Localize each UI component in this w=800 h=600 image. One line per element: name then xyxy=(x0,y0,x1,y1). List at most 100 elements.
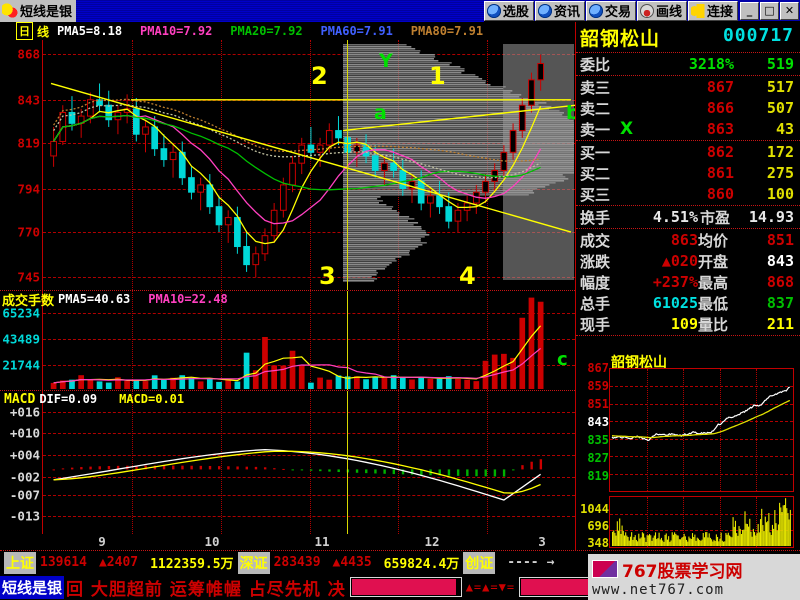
divider xyxy=(576,205,800,206)
macd-panel-header: MACD DIF=0.09 MACD=0.01 xyxy=(0,391,575,407)
sell-level-2-price: 866 xyxy=(706,99,734,117)
toolbar-buttons: 选股 资讯 交易 画线 连接 _ □ ✕ xyxy=(483,0,800,22)
volume-gridline-v xyxy=(487,291,488,390)
order-ratio-label: 委比 xyxy=(580,55,611,74)
index-name-szse[interactable]: 深证 xyxy=(237,551,270,574)
index-name-chinext[interactable]: 创证 xyxy=(463,551,496,574)
price-gridline xyxy=(43,277,575,279)
sell-level-2-row: 卖二 866 507 xyxy=(576,98,800,118)
price-chart-panel[interactable]: 868 843 819 794 770 745 1 2 3 4 Ya b xyxy=(0,40,575,290)
stat-row-volume: 总手 61025 最低 837 xyxy=(576,293,800,313)
volume-y-label: 21744 xyxy=(2,357,40,373)
toolbar-button-trade[interactable]: 交易 xyxy=(585,0,636,21)
volume-pma5: PMA5=40.63 xyxy=(58,292,131,306)
volume-y-label: 65234 xyxy=(2,305,40,321)
intraday-vol-gridline-v xyxy=(683,497,685,547)
chart-vector-layer xyxy=(50,297,544,389)
gauge-left xyxy=(349,577,462,597)
price-y-label: 770 xyxy=(17,224,40,240)
x-axis-label: 10 xyxy=(204,534,220,549)
order-ratio-value: 3218% xyxy=(688,55,734,73)
volume-panel-header: 成交手数 PMA5=40.63 PMA10=22.48 xyxy=(0,291,575,309)
globe-icon xyxy=(537,3,552,18)
x-axis-label: 9 xyxy=(98,534,106,549)
intraday-vol-gridline-v xyxy=(719,497,721,547)
volume-y-axis: 65234 43489 21744 xyxy=(0,291,42,390)
stat-label-tick: 现手 xyxy=(580,315,611,334)
index-name-sse[interactable]: 上证 xyxy=(4,551,36,574)
key-icon xyxy=(690,3,705,18)
watermark-title-row: 767股票学习网 xyxy=(592,557,800,582)
macd-value: MACD=0.01 xyxy=(119,392,185,406)
title-bar: 短线是银 选股 资讯 交易 画线 连接 _ xyxy=(0,0,800,22)
sell-level-3-row: 卖三 867 517 xyxy=(576,77,800,97)
x-axis-label: 3 xyxy=(538,534,546,549)
period-selector[interactable]: 日 xyxy=(16,22,33,40)
volume-plot-area[interactable]: c xyxy=(42,291,575,390)
macd-gridline-v xyxy=(398,391,399,534)
toolbar-button-label: 资讯 xyxy=(553,5,580,20)
scroll-arrow-icon[interactable]: → xyxy=(546,555,555,570)
intraday-gridline-v xyxy=(683,369,685,491)
face-icon xyxy=(639,3,654,18)
macd-y-label: -007 xyxy=(9,487,40,503)
order-ratio-qty: 519 xyxy=(766,55,794,73)
index-amount-sse: 1122359.5万 xyxy=(150,557,234,572)
chart-type-label[interactable]: 线 xyxy=(37,24,50,39)
macd-chart-panel[interactable]: MACD DIF=0.09 MACD=0.01 +016 +010 +004 -002… xyxy=(0,390,575,534)
intraday-gridline xyxy=(610,438,793,440)
maximize-button[interactable]: □ xyxy=(760,1,779,20)
stat-row-pct: 幅度 +237% 最高 868 xyxy=(576,272,800,292)
intraday-gridline-v xyxy=(719,369,721,491)
macd-gridline xyxy=(43,476,575,478)
toolbar-button-label: 画线 xyxy=(655,5,682,20)
macd-y-label: +016 xyxy=(9,404,40,420)
macd-gridline-v xyxy=(310,391,311,534)
sell-level-2-qty: 507 xyxy=(766,99,794,117)
pma20-value: PMA20=7.92 xyxy=(230,24,303,38)
price-gridline xyxy=(43,232,575,234)
intraday-volume-plot[interactable] xyxy=(609,496,794,548)
index-amount-szse: 659824.4万 xyxy=(383,557,460,572)
volume-chart-panel[interactable]: 成交手数 PMA5=40.63 PMA10=22.48 65234 43489 21… xyxy=(0,290,575,390)
divider xyxy=(576,335,800,336)
chart-annotation-b: b xyxy=(566,102,575,124)
intraday-vol-gridline-v xyxy=(756,497,758,547)
arrows-left: ▲=▲=▼= xyxy=(465,580,516,594)
macd-plot-area[interactable] xyxy=(42,391,575,534)
buy-level-3-label: 买三 xyxy=(580,185,611,204)
price-gridline-v xyxy=(310,40,311,290)
stat-label-open: 开盘 xyxy=(698,252,729,271)
toolbar-button-connect[interactable]: 连接 xyxy=(687,0,738,21)
intraday-vol-gridline xyxy=(610,530,793,532)
buy-level-2-label: 买二 xyxy=(580,164,611,183)
buy-level-3-row: 买三 860 100 xyxy=(576,184,800,204)
intraday-price-plot[interactable] xyxy=(609,368,794,492)
x-axis-label: 12 xyxy=(424,534,440,549)
stat-row-price: 成交 863 均价 851 xyxy=(576,230,800,250)
stock-code: 000717 xyxy=(722,25,794,46)
crosshair-vertical-macd xyxy=(347,391,348,534)
stat-value-volume: 61025 xyxy=(652,294,698,312)
app-title-group: 短线是银 xyxy=(0,0,77,22)
intraday-price-label: 867 xyxy=(587,361,609,375)
sell-level-1-row: 卖一 X 863 43 xyxy=(576,119,800,139)
macd-gridline xyxy=(43,455,575,456)
close-button[interactable]: ✕ xyxy=(780,1,799,20)
intraday-gridline xyxy=(610,386,793,388)
toolbar-button-draw-line[interactable]: 画线 xyxy=(636,0,687,21)
macd-y-label: +004 xyxy=(9,447,40,463)
intraday-mini-chart[interactable]: 韶钢松山 867 859 851 843 835 827 819 1044 696 348 xyxy=(575,352,800,550)
toolbar-button-news[interactable]: 资讯 xyxy=(534,0,585,21)
titlebar-filler xyxy=(76,0,484,22)
price-y-label: 794 xyxy=(17,181,40,197)
minimize-button[interactable]: _ xyxy=(740,1,759,20)
price-y-label: 843 xyxy=(17,92,40,108)
price-plot-area[interactable]: 1 2 3 4 Ya b xyxy=(42,40,575,290)
toolbar-button-stock-pick[interactable]: 选股 xyxy=(483,0,534,21)
butterfly-logo-icon xyxy=(2,2,18,19)
volume-gridline-v xyxy=(310,291,311,390)
buy-level-1-price: 862 xyxy=(706,143,734,161)
buy-level-3-qty: 100 xyxy=(766,185,794,203)
